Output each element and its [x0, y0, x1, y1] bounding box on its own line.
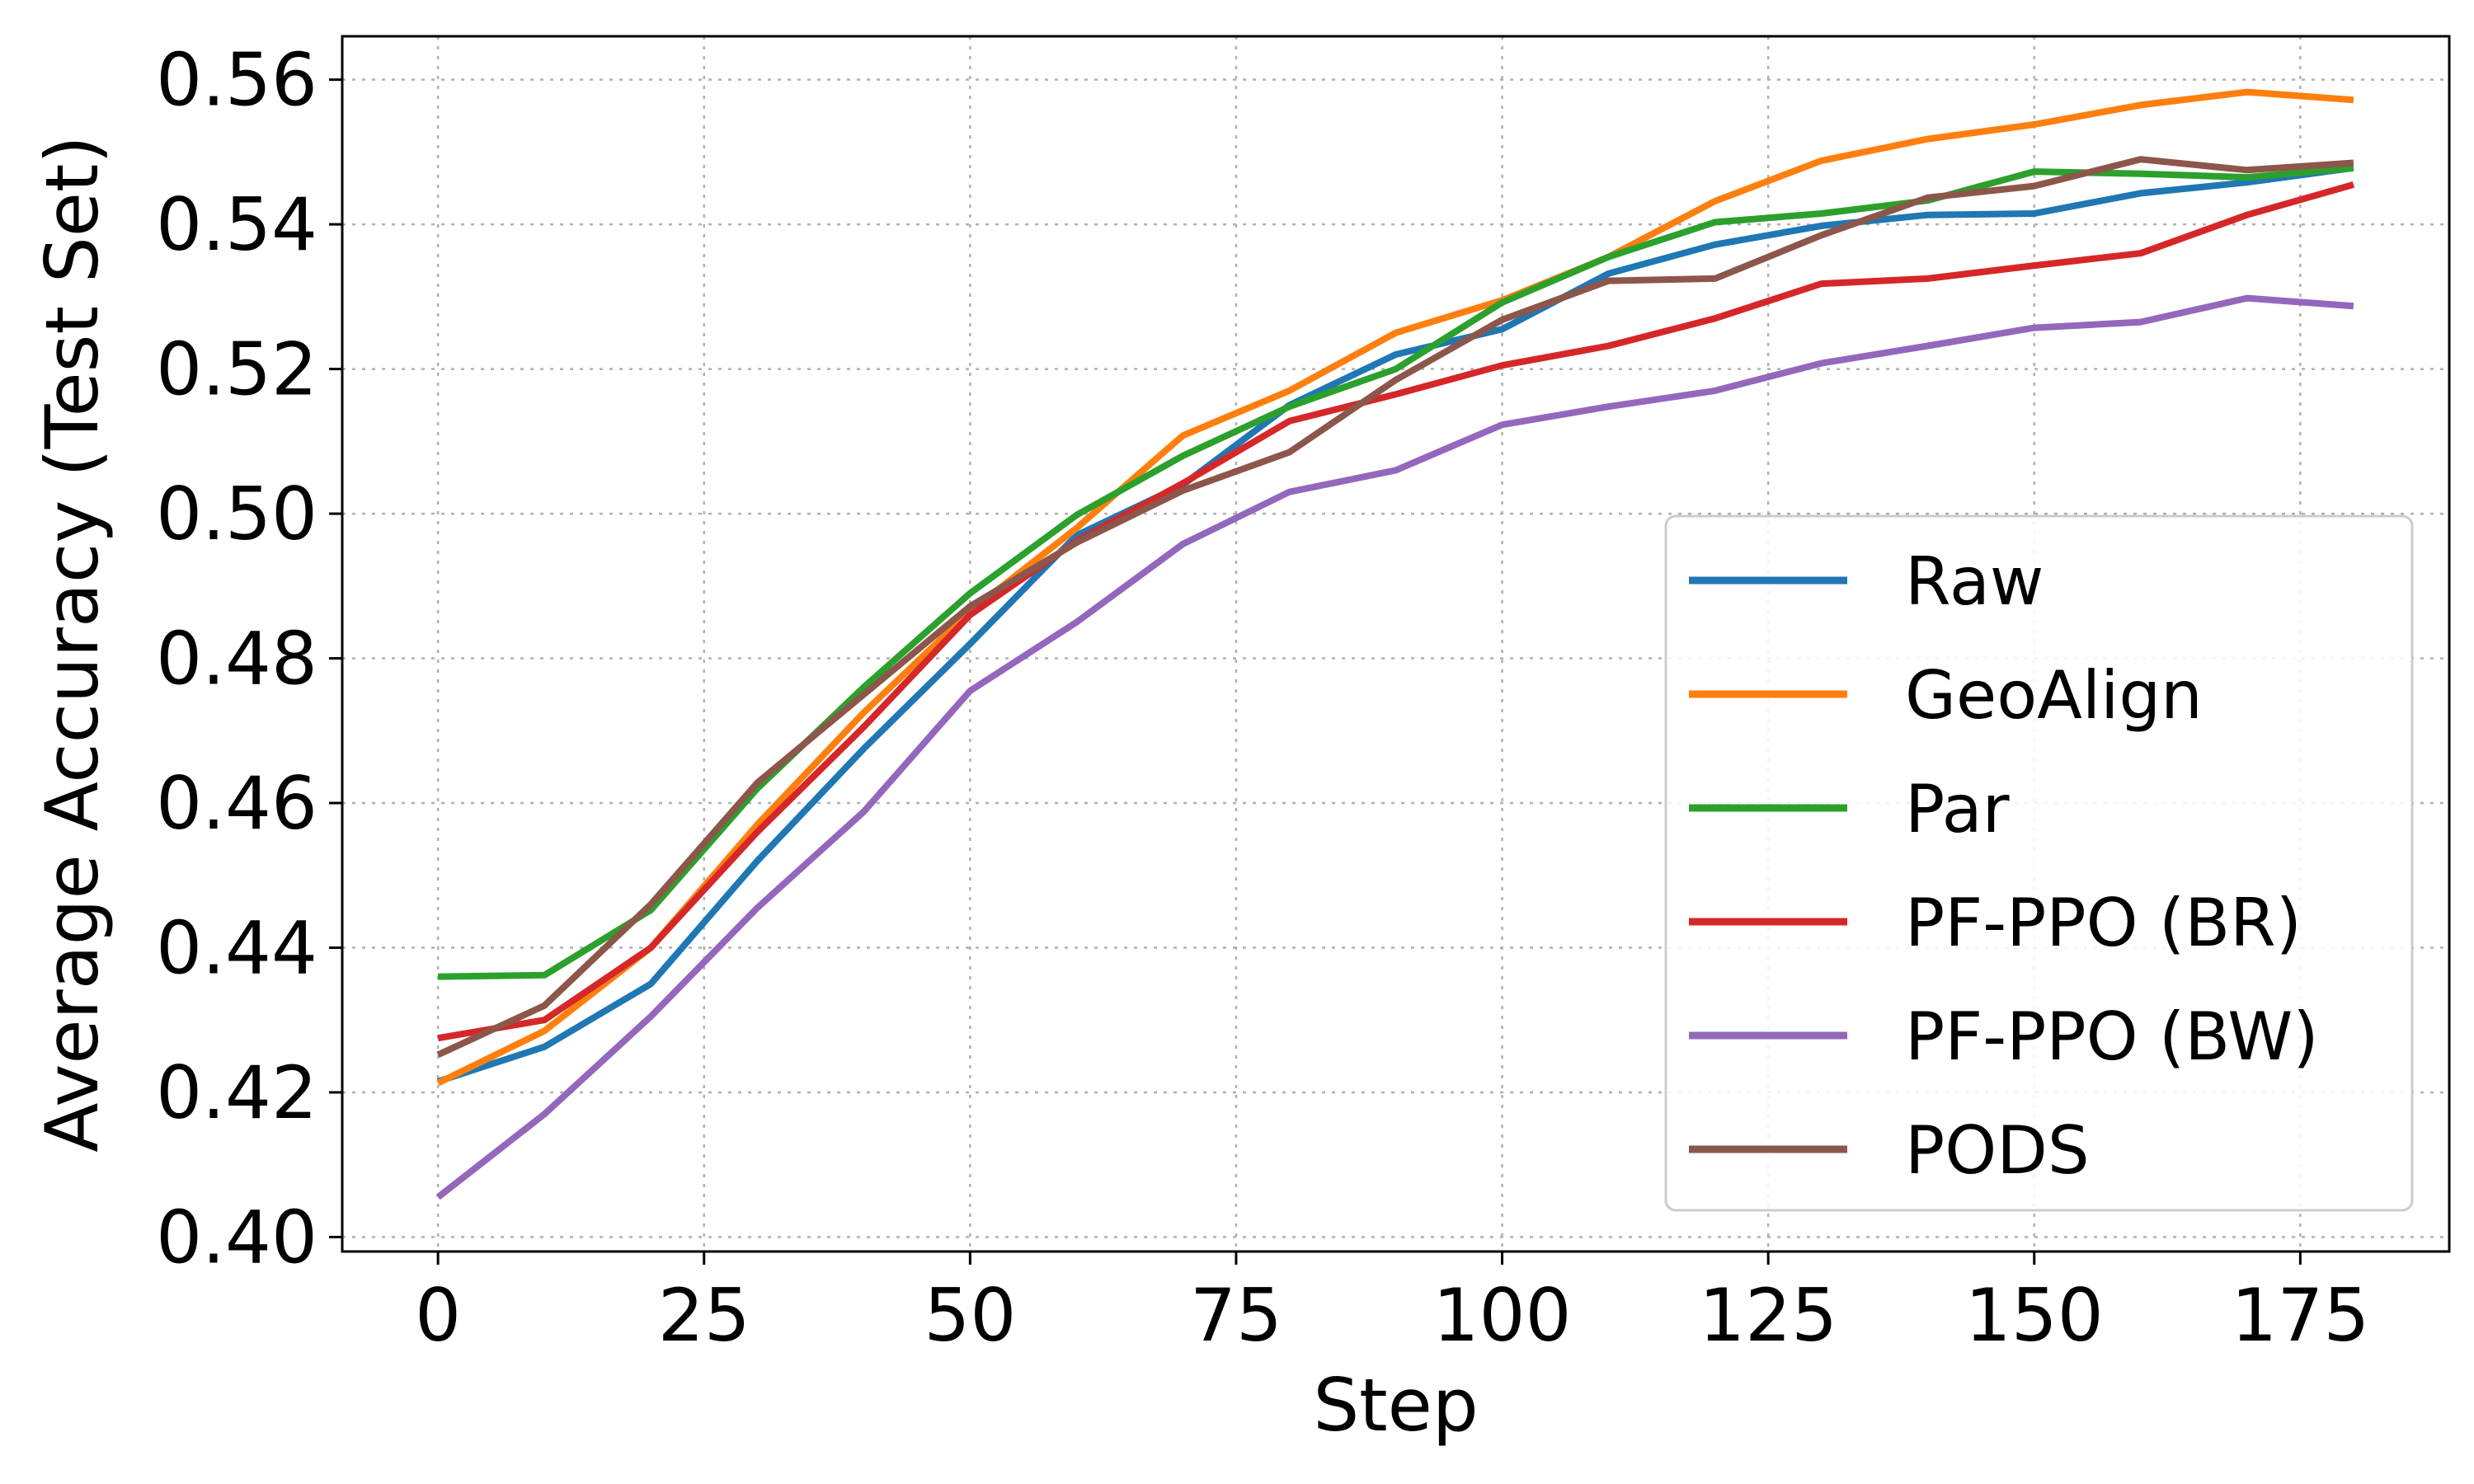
legend-label: PF-PPO (BR)	[1905, 885, 2302, 961]
x-tick-label: 175	[2231, 1273, 2369, 1358]
y-tick-label: 0.40	[156, 1195, 317, 1280]
legend-box	[1664, 514, 2414, 1212]
legend: Raw GeoAlign Par PF-PPO (BR) PF-PPO (BW) PODS	[1664, 514, 2414, 1212]
y-tick-label: 0.56	[156, 38, 317, 123]
y-tick-label: 0.44	[156, 906, 317, 991]
y-tick-label: 0.42	[156, 1050, 317, 1135]
plot-frame	[341, 35, 2451, 1253]
series-line	[436, 156, 2354, 1059]
legend-label: GeoAlign	[1905, 657, 2203, 734]
series-line	[436, 88, 2354, 1087]
series-line	[438, 164, 2354, 980]
x-tick-label: 75	[1190, 1273, 1282, 1358]
y-axis-label: Average Accuracy (Test Set)	[30, 135, 115, 1153]
x-tick-label: 125	[1699, 1273, 1837, 1358]
legend-label: PODS	[1905, 1112, 2090, 1189]
legend-label: Par	[1905, 771, 2010, 848]
legend-label: PF-PPO (BW)	[1905, 998, 2319, 1075]
y-tick-label: 0.52	[156, 327, 317, 412]
x-tick-label: 150	[1965, 1273, 2104, 1358]
x-tick-label: 0	[415, 1273, 461, 1358]
x-axis-label: Step	[1313, 1363, 1478, 1448]
x-tick-label: 50	[924, 1273, 1016, 1358]
y-tick-label: 0.48	[156, 617, 317, 702]
y-tick-label: 0.54	[156, 182, 317, 267]
y-tick-label: 0.50	[156, 472, 317, 556]
series-line	[435, 294, 2354, 1200]
series-lines	[435, 88, 2354, 1200]
series-line	[437, 181, 2354, 1042]
y-axis-ticks: 0.40 0.42 0.44 0.46 0.48 0.50 0.52 0.54 0.56	[156, 38, 342, 1280]
y-tick-label: 0.46	[156, 761, 317, 846]
x-axis-ticks: 0 25 50 75 100 125 150 175	[415, 1252, 2369, 1358]
legend-label: Raw	[1905, 543, 2044, 620]
series-line	[436, 164, 2354, 1085]
x-tick-label: 25	[658, 1273, 750, 1358]
x-tick-label: 100	[1433, 1273, 1572, 1358]
